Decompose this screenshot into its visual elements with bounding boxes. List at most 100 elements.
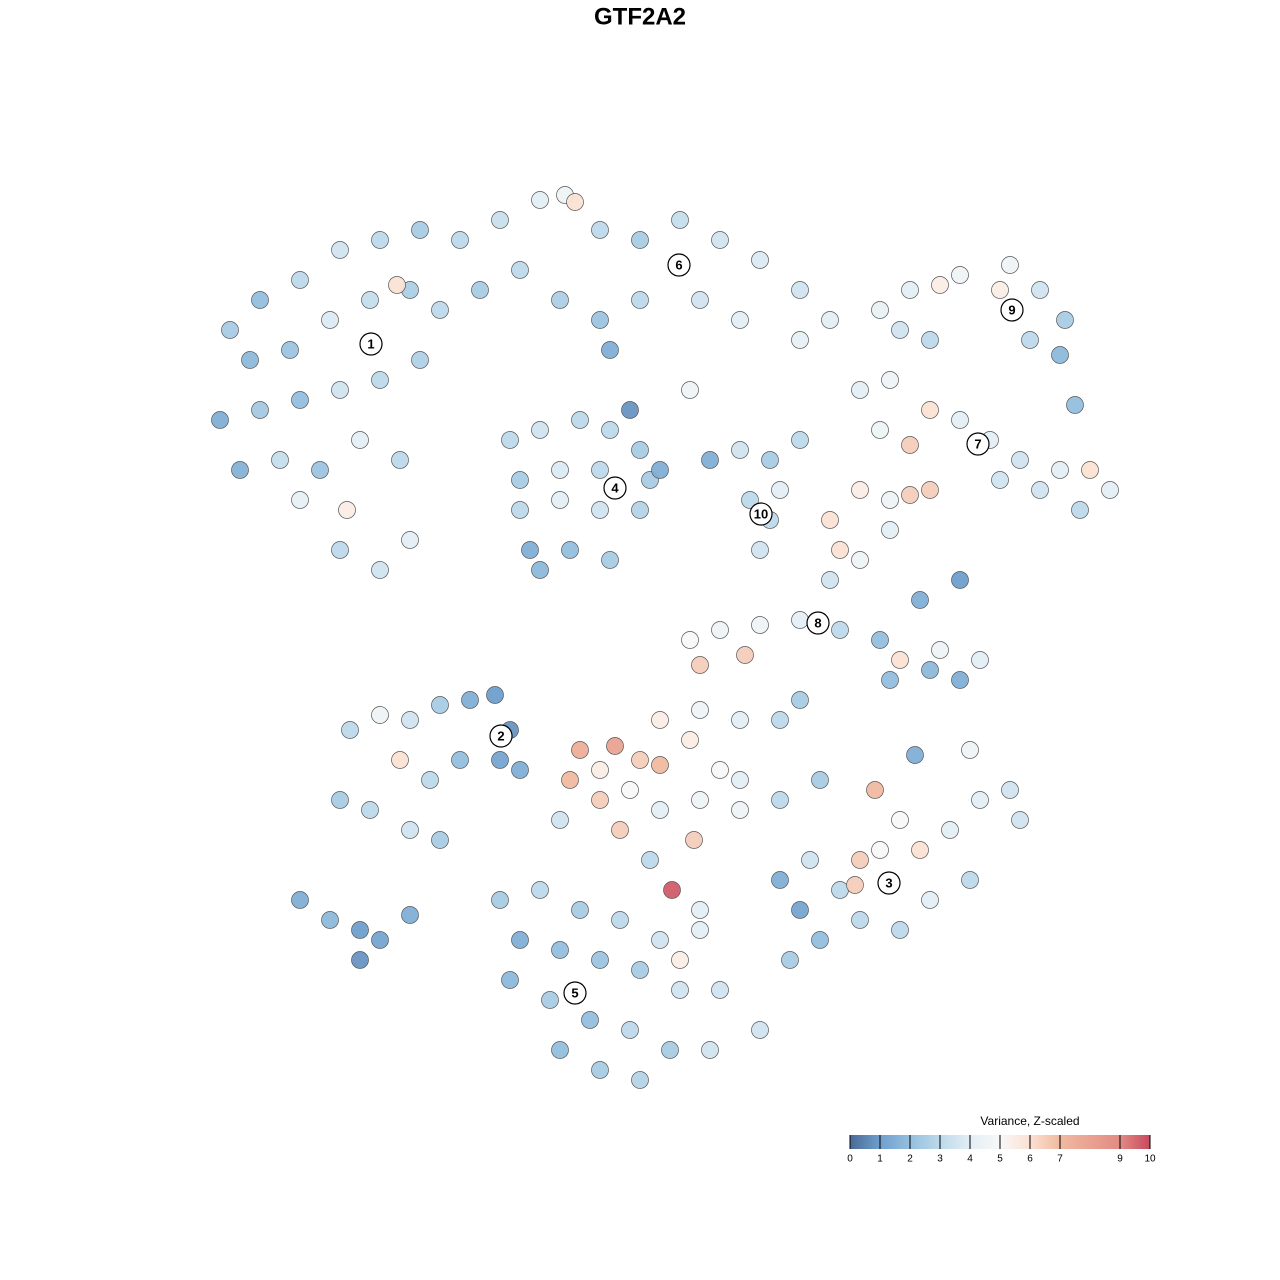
point bbox=[1001, 256, 1019, 274]
point bbox=[871, 421, 889, 439]
point bbox=[821, 511, 839, 529]
point bbox=[1051, 346, 1069, 364]
point bbox=[791, 281, 809, 299]
point bbox=[651, 711, 669, 729]
point bbox=[431, 831, 449, 849]
point bbox=[851, 551, 869, 569]
cluster-marker bbox=[1000, 298, 1024, 322]
point bbox=[551, 491, 569, 509]
point bbox=[591, 461, 609, 479]
point bbox=[901, 281, 919, 299]
point bbox=[801, 851, 819, 869]
point bbox=[781, 951, 799, 969]
point bbox=[811, 931, 829, 949]
point bbox=[211, 411, 229, 429]
point bbox=[551, 1041, 569, 1059]
point bbox=[1031, 481, 1049, 499]
point bbox=[951, 671, 969, 689]
point bbox=[1001, 781, 1019, 799]
point bbox=[251, 401, 269, 419]
cluster-label: 7 bbox=[974, 436, 981, 451]
point bbox=[1031, 281, 1049, 299]
point bbox=[291, 391, 309, 409]
point bbox=[486, 686, 504, 704]
point bbox=[731, 771, 749, 789]
point bbox=[651, 801, 669, 819]
point bbox=[736, 646, 754, 664]
point bbox=[591, 951, 609, 969]
colorbar-tick-label: 4 bbox=[967, 1154, 973, 1165]
cluster-label: 5 bbox=[571, 985, 578, 1000]
point bbox=[846, 876, 864, 894]
cluster-marker bbox=[806, 611, 830, 635]
point bbox=[971, 791, 989, 809]
point bbox=[711, 981, 729, 999]
point bbox=[551, 461, 569, 479]
point bbox=[361, 801, 379, 819]
point bbox=[1071, 501, 1089, 519]
point bbox=[691, 291, 709, 309]
point bbox=[321, 911, 339, 929]
colorbar-tick-label: 5 bbox=[997, 1154, 1003, 1165]
point bbox=[851, 481, 869, 499]
point bbox=[341, 721, 359, 739]
point bbox=[331, 381, 349, 399]
point bbox=[401, 531, 419, 549]
point bbox=[671, 981, 689, 999]
point bbox=[821, 311, 839, 329]
cluster-label: 2 bbox=[497, 728, 504, 743]
point bbox=[761, 451, 779, 469]
point bbox=[791, 691, 809, 709]
point bbox=[338, 501, 356, 519]
point bbox=[791, 431, 809, 449]
point bbox=[1021, 331, 1039, 349]
point bbox=[901, 436, 919, 454]
point bbox=[631, 751, 649, 769]
point bbox=[351, 431, 369, 449]
point bbox=[541, 991, 559, 1009]
point bbox=[371, 931, 389, 949]
point bbox=[631, 1071, 649, 1089]
point bbox=[971, 651, 989, 669]
point bbox=[411, 221, 429, 239]
point bbox=[388, 276, 406, 294]
point bbox=[751, 616, 769, 634]
point bbox=[821, 571, 839, 589]
point bbox=[931, 641, 949, 659]
point bbox=[311, 461, 329, 479]
cluster-marker bbox=[563, 981, 587, 1005]
point bbox=[491, 211, 509, 229]
point bbox=[751, 251, 769, 269]
point bbox=[531, 191, 549, 209]
point bbox=[961, 871, 979, 889]
colorbar-title: Variance, Z-scaled bbox=[980, 1114, 1079, 1128]
point bbox=[431, 301, 449, 319]
point bbox=[651, 931, 669, 949]
point bbox=[521, 541, 539, 559]
points bbox=[211, 186, 1119, 1089]
point bbox=[391, 451, 409, 469]
point bbox=[491, 891, 509, 909]
point bbox=[291, 891, 309, 909]
point bbox=[321, 311, 339, 329]
point bbox=[811, 771, 829, 789]
point bbox=[231, 461, 249, 479]
point bbox=[641, 851, 659, 869]
point bbox=[511, 471, 529, 489]
point bbox=[921, 661, 939, 679]
point bbox=[511, 761, 529, 779]
point bbox=[411, 351, 429, 369]
point bbox=[371, 706, 389, 724]
cluster-marker bbox=[359, 332, 383, 356]
point bbox=[871, 841, 889, 859]
point bbox=[701, 1041, 719, 1059]
colorbar-tick-label: 10 bbox=[1144, 1154, 1156, 1165]
cluster-label: 9 bbox=[1008, 302, 1015, 317]
point bbox=[1081, 461, 1099, 479]
colorbar-tick-label: 2 bbox=[907, 1154, 913, 1165]
cluster-label: 3 bbox=[885, 875, 892, 890]
point bbox=[731, 311, 749, 329]
point bbox=[621, 401, 639, 419]
point bbox=[711, 761, 729, 779]
